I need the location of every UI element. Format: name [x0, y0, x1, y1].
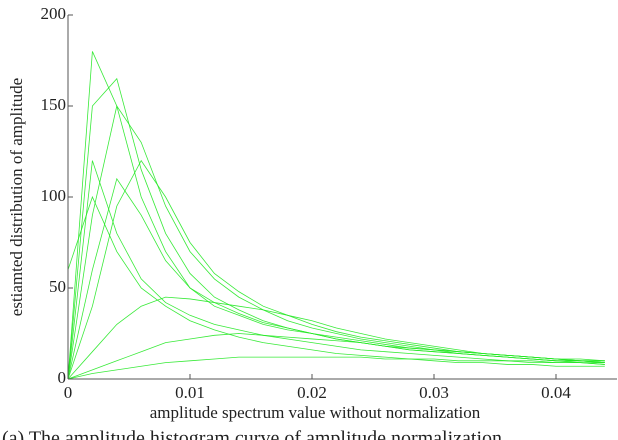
- y-tick-label: 100: [41, 186, 67, 205]
- curve: [67, 160, 605, 380]
- curve: [67, 51, 605, 380]
- x-tick-label: 0.03: [419, 383, 449, 402]
- curve: [67, 296, 605, 380]
- curve: [67, 105, 605, 380]
- curve: [67, 177, 605, 380]
- y-tick-label: 50: [49, 277, 66, 296]
- curve: [67, 195, 605, 367]
- x-tick-label: 0.02: [297, 383, 327, 402]
- x-tick-label: 0.04: [541, 383, 571, 402]
- y-tick-label: 0: [58, 368, 67, 387]
- x-axis-label: amplitude spectrum value without normali…: [150, 403, 481, 422]
- y-tick-label: 200: [41, 4, 67, 23]
- y-tick-label: 150: [41, 95, 67, 114]
- x-tick-label: 0.01: [175, 383, 205, 402]
- curve: [67, 77, 605, 380]
- curve: [67, 356, 605, 380]
- y-axis-label: estiamted distribution of amplitude: [7, 78, 26, 316]
- caption: (a) The amplitude histogram curve of amp…: [2, 428, 502, 440]
- x-tick-label: 0: [64, 383, 73, 402]
